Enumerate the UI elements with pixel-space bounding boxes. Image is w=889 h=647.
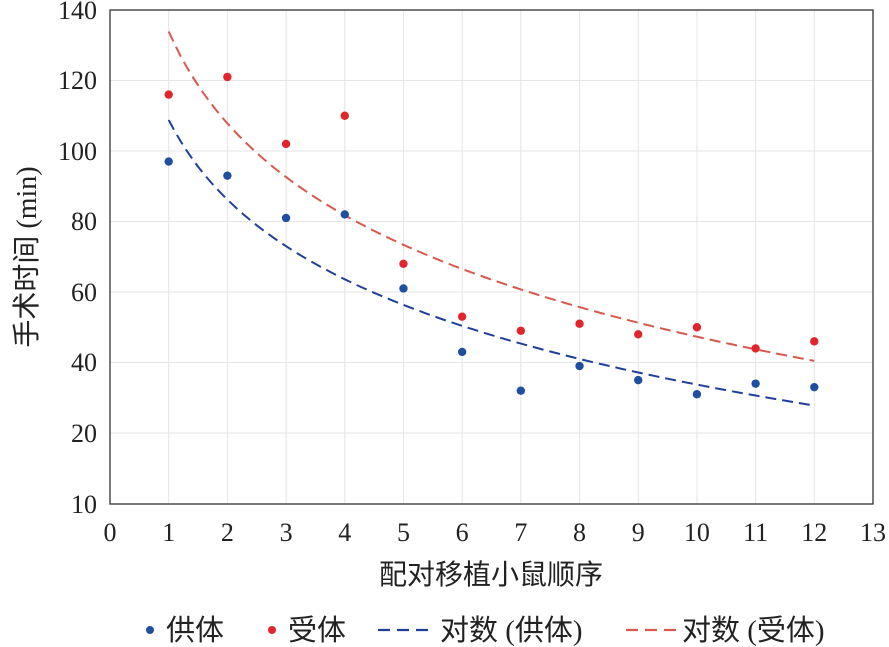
legend-marker-recipient <box>268 626 276 634</box>
x-tick-label: 5 <box>397 518 410 547</box>
data-point <box>575 319 584 328</box>
x-tick-label: 1 <box>162 518 175 547</box>
data-points <box>164 72 819 399</box>
data-point <box>164 90 173 99</box>
x-tick-label: 6 <box>456 518 469 547</box>
x-tick-label: 12 <box>801 518 827 547</box>
legend-label-donor: 供体 <box>166 614 224 647</box>
data-point <box>810 382 819 392</box>
data-point <box>399 259 408 268</box>
x-tick-label: 11 <box>743 518 768 547</box>
y-tick-labels: 10 20 40 60 80 100 120 140 <box>58 0 97 519</box>
legend: 供体 受体 对数 (供体) 对数 (受体) <box>146 614 825 647</box>
data-point <box>634 330 643 339</box>
legend-label-donor-trend: 对数 (供体) <box>440 614 583 647</box>
trendline <box>167 119 815 407</box>
x-tick-label: 0 <box>104 518 117 547</box>
data-point <box>281 139 291 149</box>
legend-marker-donor <box>146 626 154 634</box>
y-tick-label: 120 <box>58 66 97 95</box>
data-point <box>399 284 408 293</box>
data-point <box>516 386 526 395</box>
x-tick-labels: 0 1 2 3 4 5 6 7 8 9 10 11 12 13 <box>104 518 887 547</box>
data-point <box>692 323 702 332</box>
data-point <box>340 210 349 219</box>
legend-label-recipient-trend: 对数 (受体) <box>682 614 825 647</box>
y-tick-label: 60 <box>71 278 97 307</box>
y-tick-label: 40 <box>71 348 97 377</box>
y-tick-label: 80 <box>71 207 97 236</box>
x-tick-label: 7 <box>514 518 527 547</box>
x-tick-label: 13 <box>860 518 886 547</box>
x-tick-label: 3 <box>280 518 293 547</box>
data-point <box>340 111 349 120</box>
x-tick-label: 8 <box>573 518 586 547</box>
plot-frame <box>109 9 874 505</box>
y-tick-label: 140 <box>58 0 97 25</box>
data-point <box>575 361 584 371</box>
x-axis-title: 配对移植小鼠顺序 <box>379 559 603 591</box>
data-point <box>457 347 467 357</box>
x-tick-label: 10 <box>684 518 710 547</box>
data-point <box>634 375 643 385</box>
x-tick-label: 2 <box>221 518 234 547</box>
data-point <box>692 390 702 399</box>
x-tick-label: 9 <box>632 518 645 547</box>
trendlines <box>167 31 815 407</box>
data-point <box>751 379 760 388</box>
data-point <box>223 171 232 180</box>
data-point <box>223 72 232 82</box>
y-tick-label: 20 <box>71 419 97 448</box>
grid-lines <box>109 10 874 504</box>
data-point <box>810 337 819 346</box>
data-point <box>516 326 526 335</box>
y-tick-label: 100 <box>58 137 97 166</box>
trendline <box>167 31 815 362</box>
x-tick-label: 4 <box>338 518 351 547</box>
data-point <box>281 213 291 223</box>
y-axis-title: 手术时间 (min) <box>11 166 43 347</box>
data-point <box>751 344 760 353</box>
data-point <box>457 312 467 321</box>
legend-label-recipient: 受体 <box>288 614 346 647</box>
data-point <box>164 157 173 166</box>
y-tick-label: 10 <box>71 490 97 519</box>
